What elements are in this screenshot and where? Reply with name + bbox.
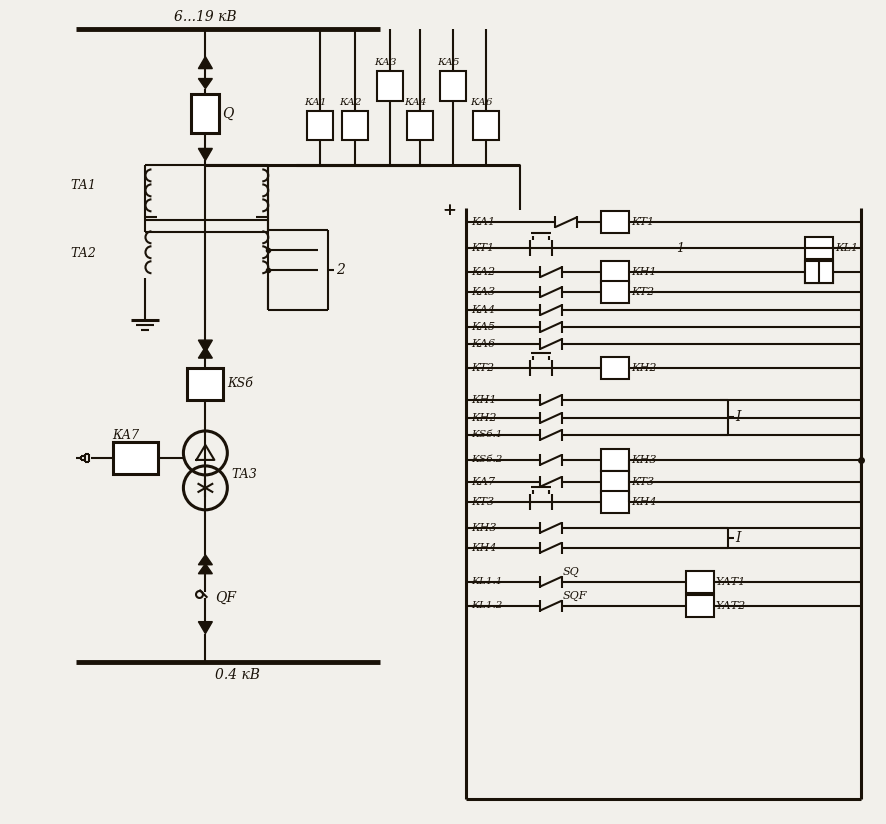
Bar	[686, 571, 713, 592]
Polygon shape	[198, 564, 213, 574]
Text: КА3: КА3	[374, 58, 397, 67]
Bar	[377, 71, 403, 101]
Text: YАТ1: YАТ1	[716, 577, 746, 587]
Text: КН2: КН2	[631, 363, 657, 373]
Bar	[188, 368, 223, 400]
Text: КА5: КА5	[471, 322, 495, 332]
Text: +: +	[442, 202, 456, 219]
Text: КА7: КА7	[471, 477, 495, 487]
Text: 0.4 кВ: 0.4 кВ	[215, 667, 260, 681]
Text: КL1: КL1	[835, 243, 859, 253]
Bar	[440, 71, 466, 101]
Bar	[473, 110, 499, 140]
Text: КSб: КSб	[228, 377, 253, 390]
Text: 2: 2	[336, 263, 345, 277]
Text: Q: Q	[222, 106, 234, 120]
Text: КТ2: КТ2	[471, 363, 494, 373]
Text: 1: 1	[676, 241, 684, 255]
Text: КН4: КН4	[471, 543, 496, 553]
Bar	[113, 442, 159, 474]
Polygon shape	[198, 78, 213, 88]
Text: КL1.2: КL1.2	[471, 602, 502, 611]
Polygon shape	[198, 57, 213, 68]
Text: КТ2: КТ2	[631, 288, 654, 297]
Bar	[805, 237, 834, 260]
Polygon shape	[198, 555, 213, 564]
Text: I: I	[735, 410, 741, 424]
Text: КА7: КА7	[113, 429, 140, 442]
Bar	[191, 94, 220, 133]
Polygon shape	[198, 347, 213, 358]
Text: КН1: КН1	[631, 267, 657, 277]
Text: КА6: КА6	[471, 339, 495, 349]
Bar	[601, 471, 629, 493]
Text: КА4: КА4	[404, 98, 426, 107]
Text: КА6: КА6	[470, 98, 493, 107]
Text: КН3: КН3	[631, 455, 657, 465]
Bar	[686, 595, 713, 616]
Bar	[601, 491, 629, 513]
Bar	[407, 110, 433, 140]
Text: 6...19 кВ: 6...19 кВ	[174, 10, 237, 24]
Text: КSб.1: КSб.1	[471, 430, 502, 439]
Bar	[601, 449, 629, 471]
Text: SQF: SQF	[563, 591, 587, 601]
Text: КА1: КА1	[304, 98, 327, 107]
Bar	[307, 110, 333, 140]
Bar	[601, 261, 629, 283]
Text: I: I	[735, 531, 741, 545]
Text: КSб.2: КSб.2	[471, 456, 502, 465]
Text: КН4: КН4	[631, 497, 657, 507]
Text: SQ: SQ	[563, 567, 579, 577]
Bar	[601, 281, 629, 303]
Polygon shape	[198, 621, 213, 634]
Text: КТ3: КТ3	[631, 477, 654, 487]
Text: ТА1: ТА1	[71, 179, 97, 192]
Bar	[805, 261, 834, 283]
Text: КА5: КА5	[437, 58, 460, 67]
Text: ТА2: ТА2	[71, 246, 97, 260]
Text: КL1.1: КL1.1	[471, 578, 502, 586]
Polygon shape	[198, 340, 213, 352]
Text: КТ1: КТ1	[631, 218, 654, 227]
Text: КН3: КН3	[471, 522, 496, 533]
Text: КТ3: КТ3	[471, 497, 494, 507]
Text: КА3: КА3	[471, 288, 495, 297]
Bar	[342, 110, 368, 140]
Text: КА1: КА1	[471, 218, 495, 227]
Polygon shape	[198, 148, 213, 161]
Bar	[805, 261, 834, 283]
Text: КТ1: КТ1	[471, 243, 494, 253]
Text: КА2: КА2	[471, 267, 495, 277]
Bar	[601, 357, 629, 379]
Bar	[601, 211, 629, 233]
Text: КН1: КН1	[471, 395, 496, 405]
Text: ТА3: ТА3	[231, 468, 257, 481]
Text: +: +	[442, 202, 456, 219]
Text: YАТ2: YАТ2	[716, 601, 746, 611]
Text: КН2: КН2	[471, 413, 496, 423]
Text: КА2: КА2	[339, 98, 361, 107]
Text: КА4: КА4	[471, 305, 495, 315]
Text: QF: QF	[215, 591, 237, 605]
